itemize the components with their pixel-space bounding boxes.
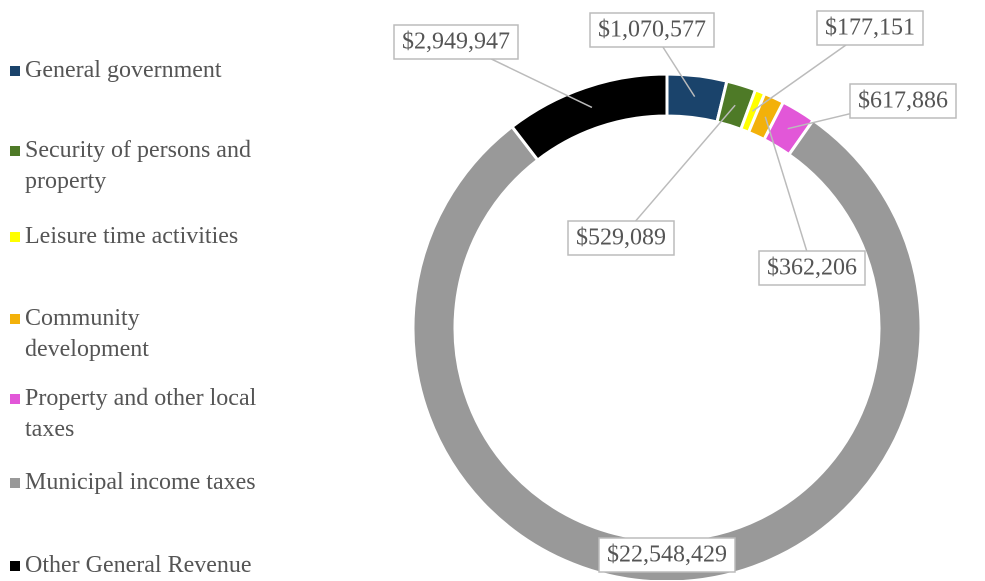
data-label-box xyxy=(567,220,675,256)
data-label: $1,070,577 xyxy=(589,12,715,48)
legend-item: General government xyxy=(10,55,330,86)
leader-line xyxy=(620,104,736,239)
data-label: $2,949,947 xyxy=(393,24,519,60)
legend-swatch xyxy=(10,146,20,156)
data-label: $617,886 xyxy=(849,83,957,119)
legend-label: Other General Revenue xyxy=(25,552,252,578)
legend-item: Other General Revenue xyxy=(10,550,330,581)
data-label: $177,151 xyxy=(816,10,924,46)
legend-label: Community development xyxy=(25,305,149,362)
legend-item: Community development xyxy=(10,303,210,365)
slice xyxy=(509,72,669,163)
slice xyxy=(411,118,923,580)
legend-label: Property and other local taxes xyxy=(25,385,257,442)
data-label-box xyxy=(758,250,866,286)
legend-label: General government xyxy=(25,57,222,83)
data-label-box xyxy=(849,83,957,119)
legend-item: Municipal income taxes xyxy=(10,467,270,498)
legend-item: Security of persons and property xyxy=(10,135,330,197)
legend-swatch xyxy=(10,478,20,488)
legend-swatch xyxy=(10,66,20,76)
legend-item: Leisure time activities xyxy=(10,221,330,252)
data-label: $529,089 xyxy=(567,220,675,256)
data-label-text: $529,089 xyxy=(576,225,666,251)
data-label-box xyxy=(816,10,924,46)
data-label-text: $362,206 xyxy=(767,255,857,281)
legend-swatch xyxy=(10,561,20,571)
legend-label: Municipal income taxes xyxy=(25,469,256,495)
data-label: $362,206 xyxy=(758,250,866,286)
legend-swatch xyxy=(10,314,20,324)
legend-swatch xyxy=(10,394,20,404)
legend-item: Property and other local taxes xyxy=(10,383,270,445)
leader-line xyxy=(764,116,813,269)
data-label-text: $177,151 xyxy=(825,15,915,41)
legend-label: Leisure time activities xyxy=(25,223,239,249)
data-label-text: $1,070,577 xyxy=(598,17,706,43)
legend-swatch xyxy=(10,232,20,242)
data-label-box xyxy=(589,12,715,48)
data-label-box xyxy=(393,24,519,60)
data-label-text: $617,886 xyxy=(858,88,948,114)
legend-label: Security of persons and property xyxy=(25,137,251,194)
data-label-box xyxy=(598,537,736,573)
data-label: $22,548,429 xyxy=(598,537,736,573)
data-label-text: $22,548,429 xyxy=(607,542,727,568)
data-label-text: $2,949,947 xyxy=(402,29,510,55)
